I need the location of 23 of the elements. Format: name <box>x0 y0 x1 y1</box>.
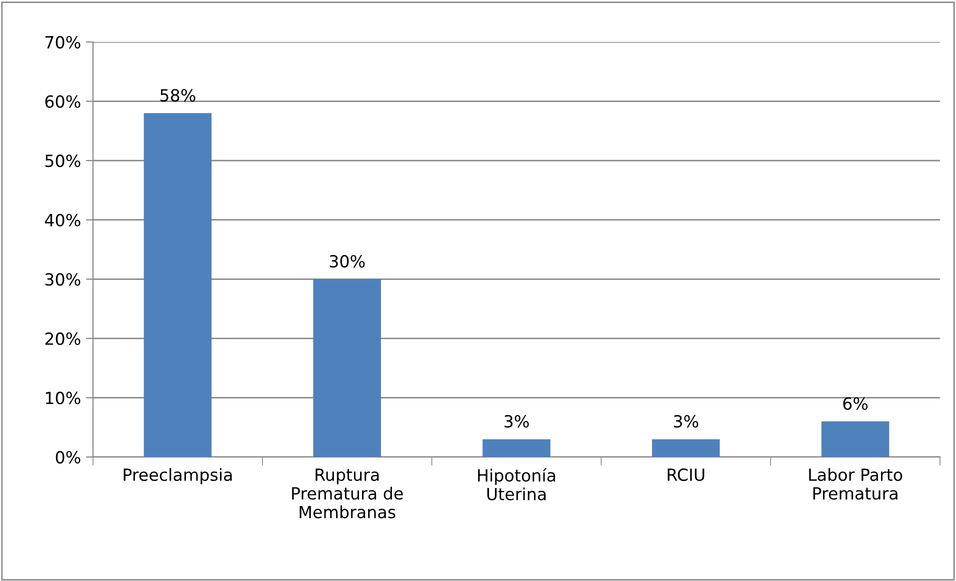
x-tick-label: Hipotonía Uterina <box>478 468 556 500</box>
bar <box>313 279 381 457</box>
data-label: 6% <box>843 397 868 410</box>
y-tick-label: 20% <box>45 332 80 345</box>
data-label: 30% <box>330 254 365 268</box>
bar <box>144 113 212 457</box>
y-tick-label: 10% <box>46 392 80 404</box>
bar <box>652 439 720 457</box>
data-label: 58% <box>160 88 196 102</box>
bar <box>482 439 550 457</box>
y-tick-label: 30% <box>45 273 80 286</box>
y-tick-label: 60% <box>45 95 80 108</box>
x-tick-label: Preeclampsia <box>124 468 232 484</box>
y-tick-label: 50% <box>45 154 80 168</box>
y-tick-label: 70% <box>46 36 80 49</box>
x-tick-label: Ruptura Prematura de Membranas <box>292 468 403 518</box>
x-tick-label: RCIU <box>668 468 704 482</box>
y-tick-label: 0% <box>56 450 80 464</box>
x-tick-label: Labor Parto Prematura <box>809 468 902 500</box>
data-label: 3% <box>504 415 529 428</box>
y-tick-label: 40% <box>44 214 80 226</box>
data-label: 3% <box>674 415 698 428</box>
bar <box>821 421 890 457</box>
